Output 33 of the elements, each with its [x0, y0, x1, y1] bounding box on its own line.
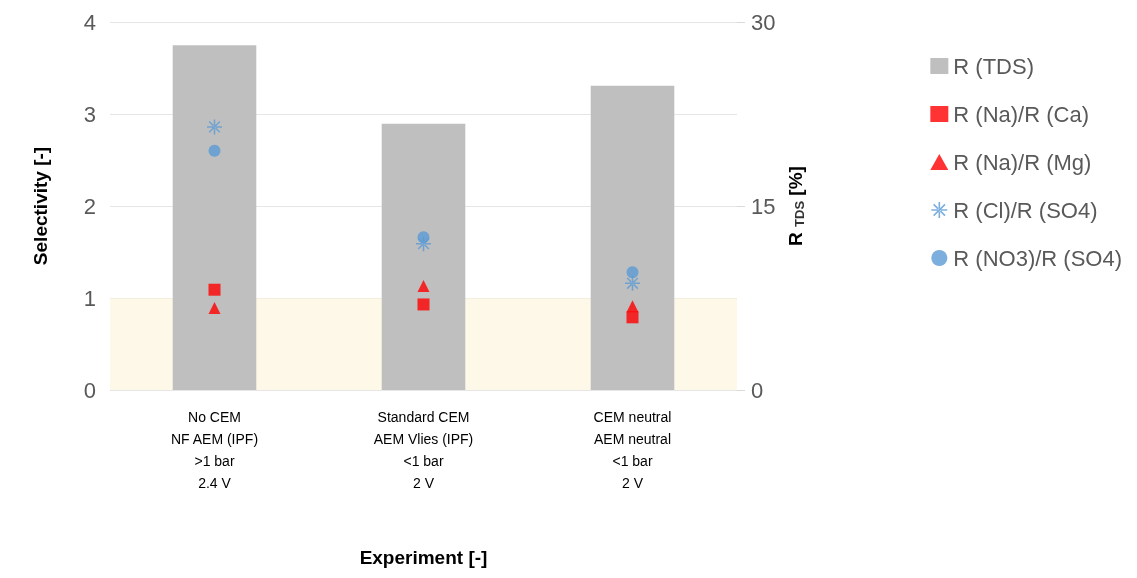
y-axis-title: Selectivity [-]	[30, 146, 51, 266]
legend-label: R (NO3)/R (SO4)	[953, 245, 1123, 271]
y-tick-label: 0	[83, 377, 96, 403]
point	[417, 298, 430, 311]
bar	[381, 123, 466, 390]
point	[625, 275, 640, 291]
legend-label: R (Na)/R (Ca)	[953, 101, 1089, 127]
point	[417, 280, 430, 293]
y2-tick-label: 0	[751, 377, 764, 403]
y2-tick-label: 15	[751, 193, 776, 219]
bar	[172, 45, 257, 390]
legend-label: R (TDS)	[953, 53, 1034, 79]
x-tick-label: Standard CEM AEM Vlies (IPF) <1 bar 2 V	[373, 409, 474, 491]
x-tick-label: CEM neutral AEM neutral <1 bar 2 V	[593, 409, 672, 491]
point	[208, 302, 221, 315]
point	[626, 300, 639, 313]
bar	[590, 85, 675, 390]
x-axis-title: Experiment [-]	[359, 547, 488, 568]
y-tick-label: 4	[83, 9, 96, 35]
point	[417, 231, 430, 244]
legend-label: R (Cl)/R (SO4)	[953, 197, 1098, 223]
point	[626, 311, 639, 324]
y-tick-label: 3	[83, 101, 96, 127]
x-tick-label: No CEM NF AEM (IPF) >1 bar 2.4 V	[170, 409, 259, 491]
point	[626, 266, 639, 279]
point	[207, 119, 222, 135]
legend-label: R (Na)/R (Mg)	[953, 149, 1092, 175]
point	[208, 283, 221, 296]
y-tick-label: 1	[83, 285, 96, 311]
point	[208, 144, 221, 157]
y2-axis-title: R TDS [%]	[785, 166, 808, 246]
y2-tick-label: 30	[751, 9, 776, 35]
y-tick-label: 2	[83, 193, 96, 219]
